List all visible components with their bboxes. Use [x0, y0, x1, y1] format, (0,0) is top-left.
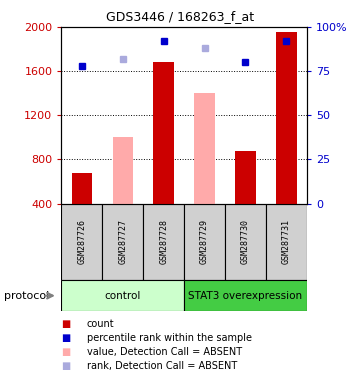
Text: GSM287727: GSM287727 — [118, 219, 127, 265]
Bar — [61, 280, 184, 311]
Bar — [235, 151, 256, 204]
Text: protocol: protocol — [4, 291, 49, 301]
Text: GDS3446 / 168263_f_at: GDS3446 / 168263_f_at — [106, 10, 255, 23]
Text: GSM287728: GSM287728 — [159, 219, 168, 265]
Text: GSM287729: GSM287729 — [200, 219, 209, 265]
Text: ■: ■ — [61, 319, 71, 329]
Bar — [194, 93, 215, 204]
Text: ■: ■ — [61, 361, 71, 371]
Text: control: control — [105, 291, 141, 301]
Bar — [113, 137, 133, 204]
Text: count: count — [87, 319, 114, 329]
Text: value, Detection Call = ABSENT: value, Detection Call = ABSENT — [87, 347, 242, 357]
Bar — [276, 32, 297, 204]
Text: ■: ■ — [61, 347, 71, 357]
Text: GSM287726: GSM287726 — [77, 219, 86, 265]
Bar — [71, 173, 92, 204]
Bar — [184, 204, 225, 280]
Bar — [143, 204, 184, 280]
Bar — [153, 62, 174, 204]
Bar — [225, 204, 266, 280]
Text: rank, Detection Call = ABSENT: rank, Detection Call = ABSENT — [87, 361, 237, 371]
Text: GSM287731: GSM287731 — [282, 219, 291, 265]
Bar — [184, 280, 307, 311]
Bar — [61, 204, 102, 280]
Text: STAT3 overexpression: STAT3 overexpression — [188, 291, 303, 301]
Bar — [266, 204, 307, 280]
Text: GSM287730: GSM287730 — [241, 219, 250, 265]
Bar — [102, 204, 143, 280]
Text: ■: ■ — [61, 333, 71, 343]
Text: percentile rank within the sample: percentile rank within the sample — [87, 333, 252, 343]
